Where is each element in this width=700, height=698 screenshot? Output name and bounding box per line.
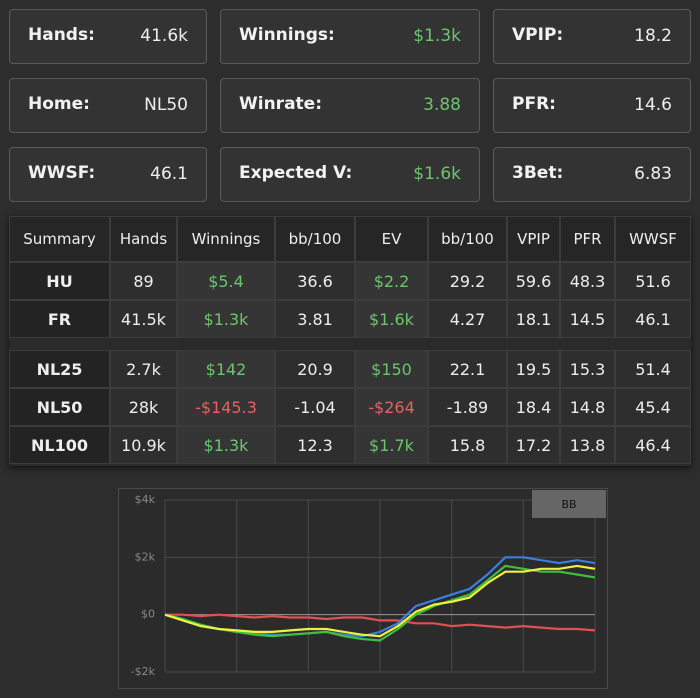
table-cell: 17.2 <box>507 426 560 464</box>
summary-table: Summary Hands Winnings bb/100 EV bb/100 VPIP PF… <box>9 216 691 466</box>
stat-value: 41.6k <box>140 26 188 46</box>
series-line <box>164 564 596 642</box>
table-cell: $1.7k <box>355 426 428 464</box>
stat-label: Home: <box>28 94 90 114</box>
stat-value: $1.6k <box>413 164 461 184</box>
stat-label: PFR: <box>512 94 556 114</box>
column-header: Hands <box>110 216 177 262</box>
column-header: EV <box>355 216 428 262</box>
stat-label: 3Bet: <box>512 163 564 183</box>
stat-card: WWSF: 46.1 <box>9 147 207 202</box>
row-label: FR <box>9 300 110 338</box>
table-cell: $2.2 <box>355 262 428 300</box>
table-cell: -$264 <box>355 388 428 426</box>
stat-value: 46.1 <box>150 164 188 184</box>
stat-label: VPIP: <box>512 25 564 45</box>
stat-value: NL50 <box>144 95 188 115</box>
table-cell: 51.6 <box>615 262 691 300</box>
table-cell: 59.6 <box>507 262 560 300</box>
stat-value: 3.88 <box>423 95 461 115</box>
table-cell: 22.1 <box>428 350 507 388</box>
column-header: PFR <box>560 216 615 262</box>
stat-label: Hands: <box>28 25 95 45</box>
series-line <box>164 564 596 638</box>
table-cell: $150 <box>355 350 428 388</box>
table-cell: 15.3 <box>560 350 615 388</box>
table-cell: 18.4 <box>507 388 560 426</box>
table-cell: 20.9 <box>275 350 355 388</box>
stat-card: Hands: 41.6k <box>9 9 207 64</box>
table-cell: 19.5 <box>507 350 560 388</box>
series-line <box>165 613 596 632</box>
table-cell: 10.9k <box>110 426 177 464</box>
table-cell: 48.3 <box>560 262 615 300</box>
stat-label: Winnings: <box>239 25 335 45</box>
stat-card: Home: NL50 <box>9 78 207 133</box>
table-cell: 29.2 <box>428 262 507 300</box>
table-cell: 12.3 <box>275 426 355 464</box>
chart-frame <box>118 488 608 689</box>
stat-value: 14.6 <box>634 95 672 115</box>
y-tick-label: $0 <box>141 608 155 621</box>
table-cell: 3.81 <box>275 300 355 338</box>
table-cell: $1.6k <box>355 300 428 338</box>
stat-value: 6.83 <box>634 164 672 184</box>
table-cell: 14.8 <box>560 388 615 426</box>
row-label: NL50 <box>9 388 110 426</box>
stat-label: Expected V: <box>239 163 353 183</box>
stat-value: $1.3k <box>413 26 461 46</box>
table-cell: $142 <box>177 350 275 388</box>
stat-card: VPIP: 18.2 <box>493 9 691 64</box>
stat-card: Expected V: $1.6k <box>220 147 480 202</box>
column-header: Summary <box>9 216 110 262</box>
table-cell: 41.5k <box>110 300 177 338</box>
table-cell: 51.4 <box>615 350 691 388</box>
stat-card: Winrate: 3.88 <box>220 78 480 133</box>
table-cell: 4.27 <box>428 300 507 338</box>
stat-value: 18.2 <box>634 26 672 46</box>
y-tick-label: -$2k <box>131 665 156 678</box>
table-cell: -1.89 <box>428 388 507 426</box>
table-cell: 46.1 <box>615 300 691 338</box>
table-cell: 45.4 <box>615 388 691 426</box>
table-cell: 89 <box>110 262 177 300</box>
table-cell: $5.4 <box>177 262 275 300</box>
table-cell: $1.3k <box>177 426 275 464</box>
column-header: VPIP <box>507 216 560 262</box>
table-cell: $1.3k <box>177 300 275 338</box>
table-cell: -1.04 <box>275 388 355 426</box>
chart: -$2k $0 $2k $4k BB <box>118 488 608 689</box>
table-cell: 36.6 <box>275 262 355 300</box>
y-tick-label: $2k <box>135 550 156 563</box>
stat-label: Winrate: <box>239 94 322 114</box>
table-cell: 14.5 <box>560 300 615 338</box>
stat-card: PFR: 14.6 <box>493 78 691 133</box>
row-label: NL100 <box>9 426 110 464</box>
column-header: bb/100 <box>428 216 507 262</box>
table-cell: 15.8 <box>428 426 507 464</box>
table-cell: -$145.3 <box>177 388 275 426</box>
y-tick-label: $4k <box>135 493 156 506</box>
table-cell: 13.8 <box>560 426 615 464</box>
bb-button-label[interactable]: BB <box>561 498 576 511</box>
row-label: NL25 <box>9 350 110 388</box>
bb-button[interactable] <box>532 490 606 518</box>
table-cell: 2.7k <box>110 350 177 388</box>
table-cell: 46.4 <box>615 426 691 464</box>
stat-card: Winnings: $1.3k <box>220 9 480 64</box>
table-cell: 18.1 <box>507 300 560 338</box>
column-header: WWSF <box>615 216 691 262</box>
stat-label: WWSF: <box>28 163 96 183</box>
stat-card: 3Bet: 6.83 <box>493 147 691 202</box>
column-header: bb/100 <box>275 216 355 262</box>
row-label: HU <box>9 262 110 300</box>
table-cell: 28k <box>110 388 177 426</box>
column-header: Winnings <box>177 216 275 262</box>
